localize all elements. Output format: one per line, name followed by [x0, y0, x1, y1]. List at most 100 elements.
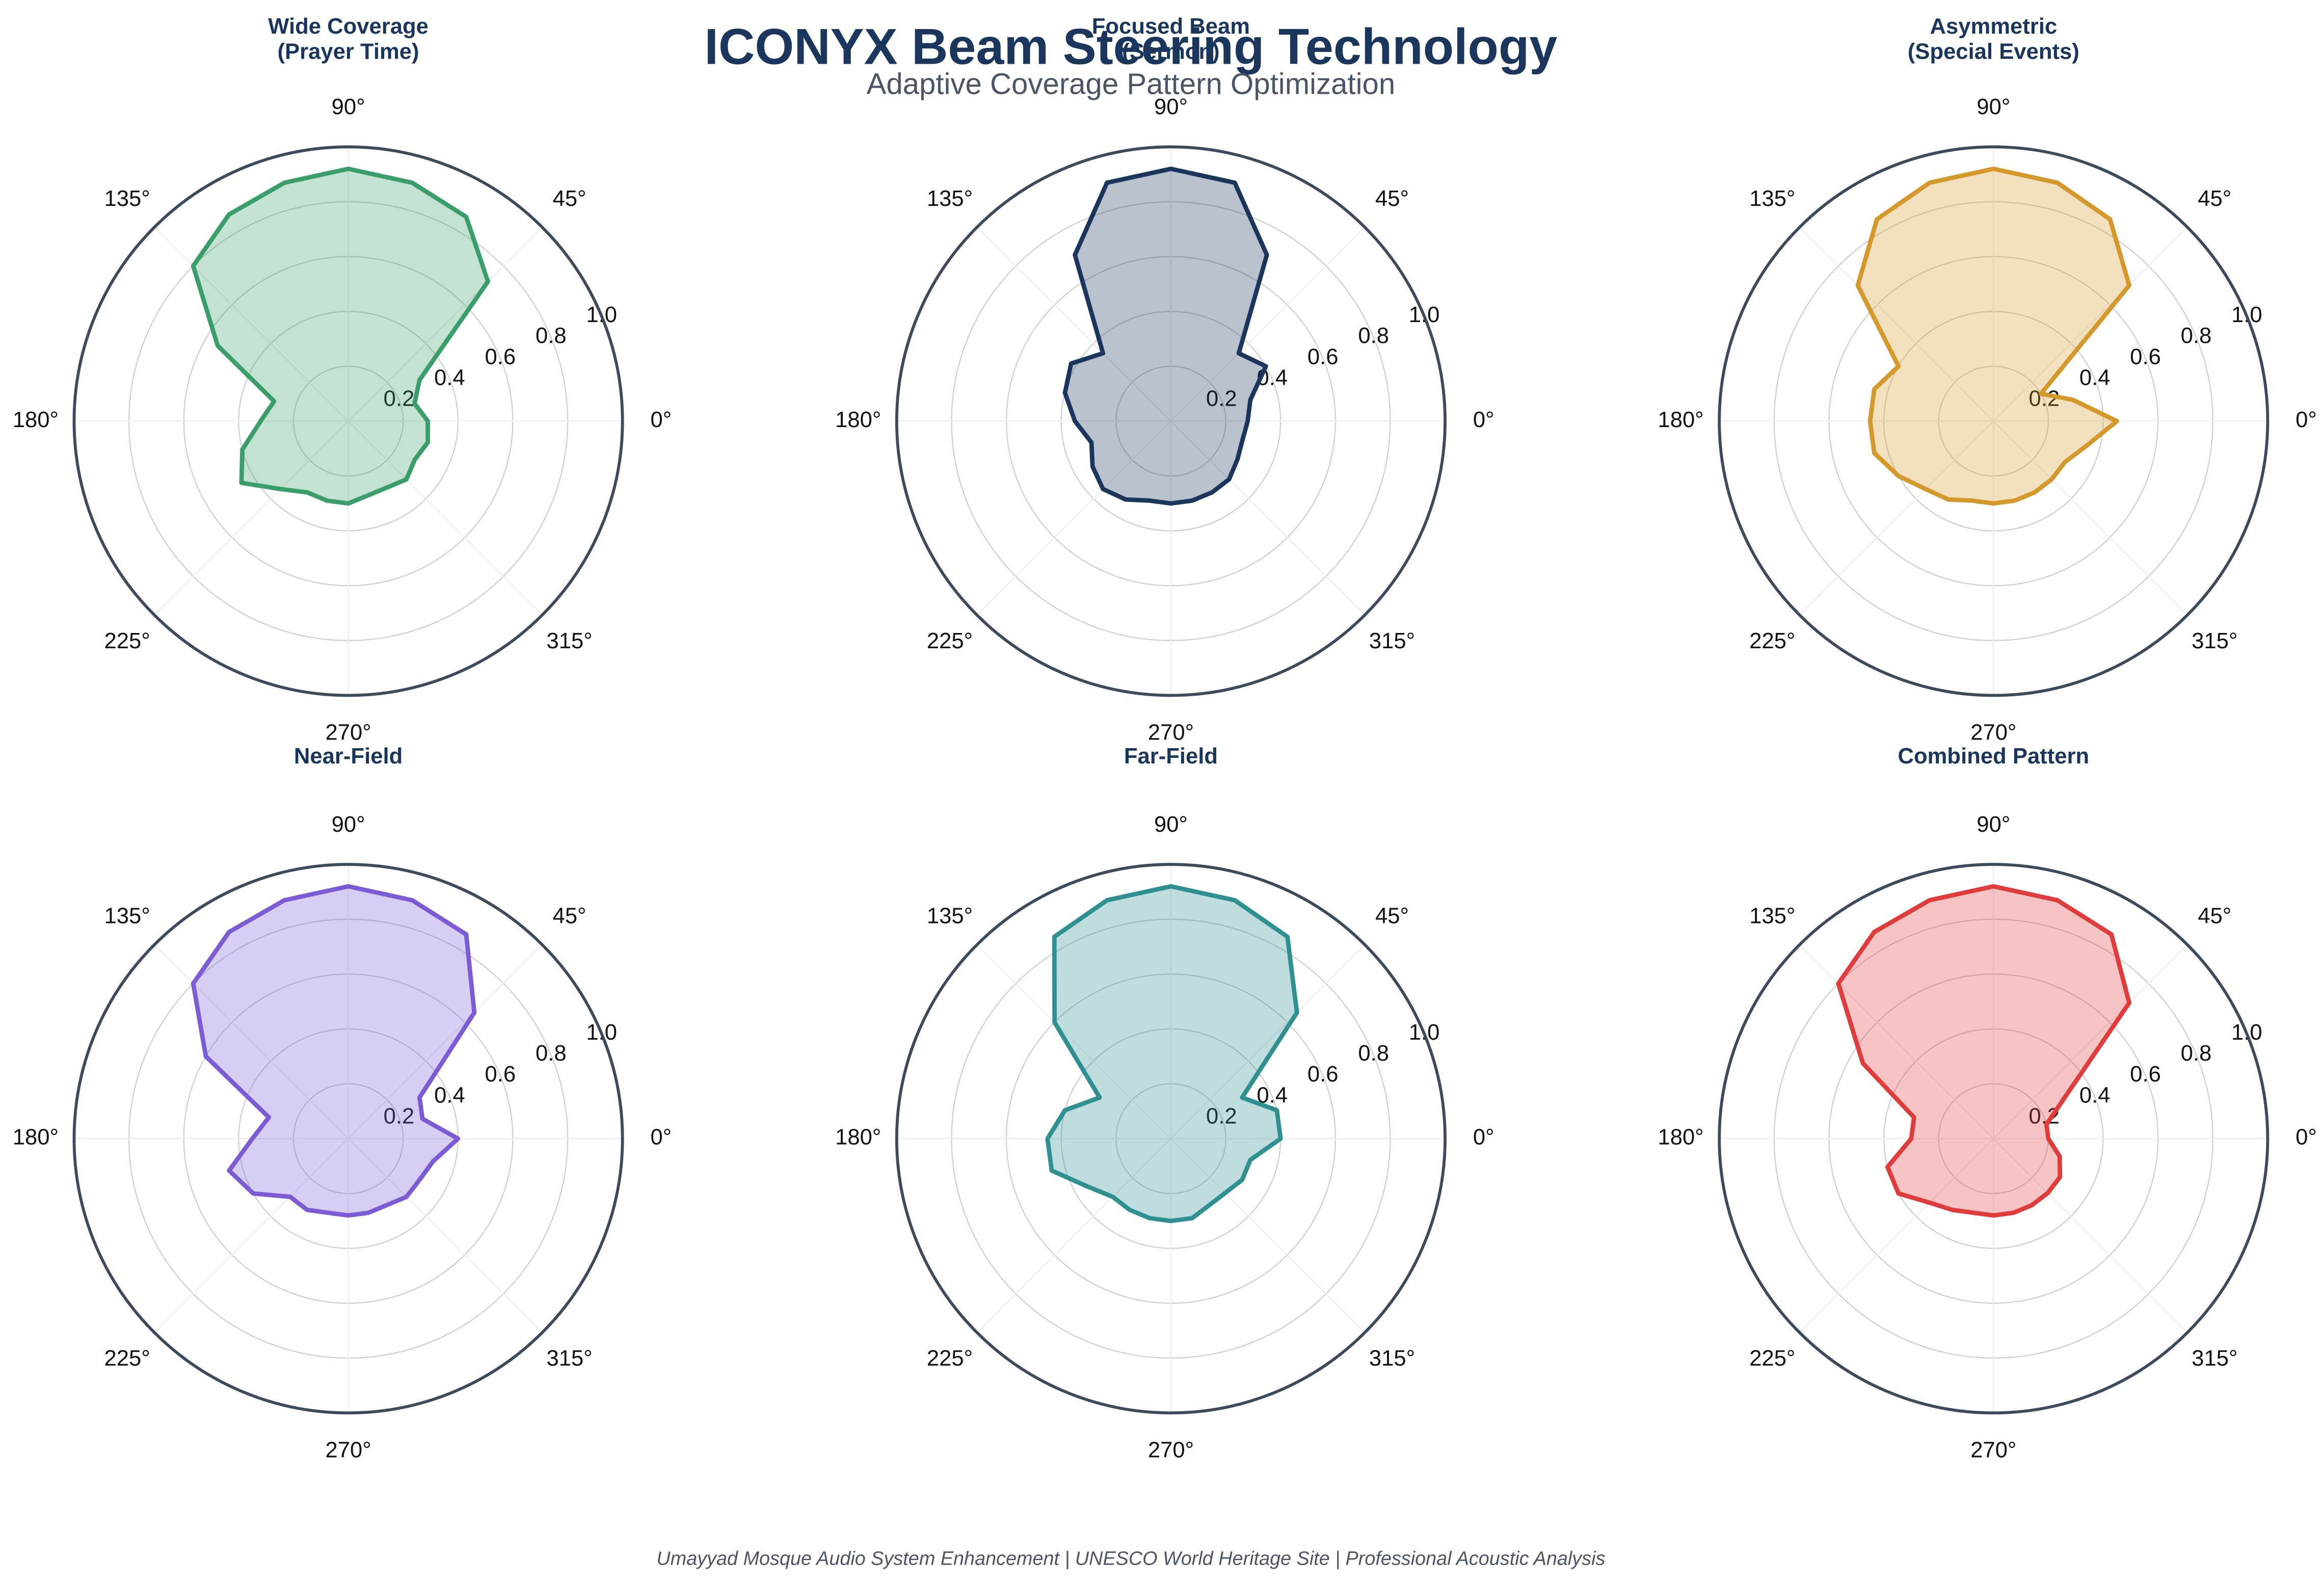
angle-label: 180°	[1658, 1125, 1703, 1150]
grid-spoke	[1170, 227, 1366, 422]
grid-spoke	[1993, 420, 2188, 616]
angle-label: 90°	[1154, 812, 1188, 837]
angle-label: 180°	[835, 408, 881, 432]
grid-spoke	[348, 944, 543, 1140]
polar-chart: 0.20.40.60.81.00°45°90°135°180°225°270°3…	[13, 744, 672, 1462]
pattern-line	[191, 166, 490, 506]
polar-chart: 0.20.40.60.81.00°45°90°135°180°225°270°3…	[1658, 14, 2316, 745]
grid-spoke	[976, 227, 1171, 422]
pattern-line	[1836, 884, 2132, 1218]
chart-title: Combined Pattern	[1898, 744, 2089, 769]
chart-title: Near-Field	[294, 744, 403, 769]
grid-spoke	[154, 420, 349, 616]
angle-label: 90°	[1154, 95, 1188, 119]
r-tick-label: 0.2	[384, 387, 415, 411]
pattern-line	[191, 884, 477, 1218]
angle-label: 45°	[553, 187, 586, 211]
pattern-line	[1045, 884, 1299, 1224]
angle-label: 270°	[325, 721, 371, 745]
r-tick-label: 0.8	[536, 324, 567, 348]
polar-chart: 0.20.40.60.81.00°45°90°135°180°225°270°3…	[13, 14, 672, 745]
polar-spine	[72, 145, 624, 697]
angle-label: 135°	[1749, 904, 1795, 929]
main-title: ICONYX Beam Steering Technology	[704, 18, 1557, 74]
grid-spoke	[976, 1138, 1171, 1333]
subtitle: Adaptive Coverage Pattern Optimization	[867, 67, 1396, 100]
angle-label: 0°	[650, 408, 672, 432]
r-tick-label: 0.6	[1307, 1062, 1339, 1087]
angle-label: 270°	[1148, 721, 1194, 745]
angle-label: 225°	[104, 1346, 150, 1371]
pattern-area	[1857, 169, 2129, 504]
pattern-line	[1855, 166, 2132, 506]
angle-label: 225°	[1749, 1346, 1795, 1371]
r-tick-label: 0.8	[536, 1041, 567, 1066]
angle-label: 0°	[1473, 408, 1494, 432]
polar-chart: 0.20.40.60.81.00°45°90°135°180°225°270°3…	[1658, 744, 2316, 1462]
footer: Umayyad Mosque Audio System Enhancement …	[656, 1548, 1605, 1569]
r-tick-label: 0.6	[1307, 345, 1339, 369]
angle-label: 135°	[927, 187, 973, 211]
angle-label: 135°	[1749, 187, 1795, 211]
r-tick-label: 0.6	[485, 345, 516, 369]
angle-label: 315°	[1369, 1346, 1415, 1371]
grid-spoke	[154, 1138, 349, 1333]
angle-label: 90°	[1976, 812, 2010, 837]
grid-spoke	[348, 1138, 543, 1333]
grid-spoke	[154, 944, 349, 1140]
angle-label: 90°	[1976, 95, 2010, 119]
grid-spoke	[1993, 227, 2188, 422]
polar-spine	[895, 863, 1447, 1415]
polar-spine	[1718, 145, 2269, 697]
polar-spine	[895, 145, 1447, 697]
angle-label: 0°	[650, 1125, 672, 1150]
angle-label: 315°	[546, 629, 592, 653]
grid-spoke	[976, 944, 1171, 1140]
polar-chart: 0.20.40.60.81.00°45°90°135°180°225°270°3…	[835, 14, 1494, 745]
angle-label: 225°	[927, 629, 973, 653]
r-tick-label: 0.6	[2130, 1062, 2161, 1087]
polar-spine	[72, 863, 624, 1415]
r-tick-label: 0.8	[1358, 324, 1389, 348]
angle-label: 90°	[332, 95, 365, 119]
angle-label: 270°	[1970, 1438, 2016, 1462]
angle-label: 45°	[2198, 187, 2231, 211]
polar-spine	[1718, 863, 2269, 1415]
grid-spoke	[1993, 1138, 2188, 1333]
angle-label: 0°	[1473, 1125, 1494, 1150]
angle-label: 45°	[553, 904, 586, 929]
chart-title: Asymmetric (Special Events)	[1908, 14, 2079, 64]
angle-label: 225°	[1749, 629, 1795, 653]
grid-spoke	[976, 420, 1171, 616]
angle-label: 135°	[104, 187, 150, 211]
angle-label: 315°	[2192, 629, 2237, 653]
grid-spoke	[1993, 944, 2188, 1140]
grid-spoke	[1170, 1138, 1366, 1333]
chart-title: Wide Coverage (Prayer Time)	[268, 14, 429, 64]
r-tick-label: 0.6	[2130, 345, 2161, 369]
r-tick-label: 0.4	[434, 1083, 465, 1107]
polar-chart: 0.20.40.60.81.00°45°90°135°180°225°270°3…	[835, 744, 1494, 1462]
pattern-area	[193, 169, 488, 504]
pattern-area	[193, 886, 474, 1216]
pattern-area	[1065, 169, 1267, 504]
pattern-area	[1838, 886, 2129, 1216]
r-tick-label: 0.4	[2079, 366, 2111, 390]
chart-title: Focused Beam (Sermon)	[1092, 14, 1250, 64]
pattern-area	[1047, 886, 1297, 1221]
r-tick-label: 0.4	[434, 366, 465, 390]
grid-spoke	[1170, 420, 1366, 616]
angle-label: 315°	[2192, 1346, 2237, 1371]
grid-spoke	[1799, 944, 1994, 1140]
angle-label: 45°	[1375, 187, 1409, 211]
r-tick-label: 0.8	[2181, 1041, 2212, 1066]
angle-label: 225°	[104, 629, 150, 653]
angle-label: 270°	[325, 1438, 371, 1462]
r-tick-label: 0.8	[1358, 1041, 1389, 1066]
r-tick-label: 0.8	[2181, 324, 2212, 348]
angle-label: 180°	[13, 1125, 59, 1150]
grid-spoke	[1799, 1138, 1994, 1333]
angle-label: 0°	[2295, 1125, 2317, 1150]
